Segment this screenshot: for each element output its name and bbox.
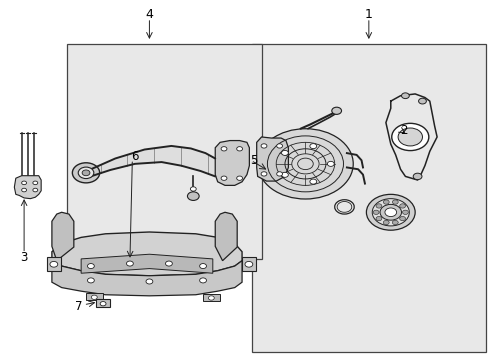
Circle shape bbox=[21, 181, 26, 185]
Polygon shape bbox=[52, 232, 242, 276]
Bar bbox=[47, 257, 61, 271]
Circle shape bbox=[366, 194, 414, 230]
Circle shape bbox=[412, 173, 421, 180]
Circle shape bbox=[391, 123, 428, 150]
Circle shape bbox=[281, 150, 288, 156]
Circle shape bbox=[327, 161, 333, 166]
Circle shape bbox=[397, 128, 422, 146]
Circle shape bbox=[165, 261, 172, 266]
Bar bbox=[203, 294, 220, 301]
Polygon shape bbox=[88, 146, 215, 177]
Polygon shape bbox=[215, 212, 237, 261]
Circle shape bbox=[375, 204, 381, 208]
Circle shape bbox=[383, 220, 388, 225]
Circle shape bbox=[384, 208, 396, 217]
Circle shape bbox=[221, 176, 226, 180]
Circle shape bbox=[78, 167, 94, 179]
Circle shape bbox=[401, 93, 408, 99]
Circle shape bbox=[261, 144, 266, 148]
Circle shape bbox=[418, 98, 426, 104]
Text: 2: 2 bbox=[400, 124, 407, 138]
Circle shape bbox=[82, 170, 90, 176]
Circle shape bbox=[100, 302, 106, 306]
Circle shape bbox=[187, 192, 199, 201]
Circle shape bbox=[257, 129, 352, 199]
Circle shape bbox=[276, 172, 282, 176]
Text: 7: 7 bbox=[75, 300, 82, 313]
Text: 3: 3 bbox=[20, 251, 28, 264]
Circle shape bbox=[50, 261, 58, 267]
Circle shape bbox=[399, 204, 405, 208]
Circle shape bbox=[199, 264, 206, 269]
Bar bbox=[66, 44, 261, 259]
Circle shape bbox=[236, 147, 242, 151]
Circle shape bbox=[371, 199, 408, 226]
Circle shape bbox=[391, 200, 397, 204]
Circle shape bbox=[331, 107, 341, 114]
Text: 5: 5 bbox=[250, 154, 257, 167]
Circle shape bbox=[190, 187, 196, 191]
Circle shape bbox=[126, 261, 133, 266]
Circle shape bbox=[281, 172, 288, 177]
Circle shape bbox=[33, 188, 38, 192]
Circle shape bbox=[372, 210, 378, 215]
Polygon shape bbox=[215, 140, 249, 185]
Circle shape bbox=[221, 147, 226, 151]
Circle shape bbox=[391, 220, 397, 225]
Circle shape bbox=[87, 278, 94, 283]
Circle shape bbox=[72, 163, 100, 183]
Circle shape bbox=[379, 204, 401, 220]
Circle shape bbox=[276, 144, 282, 148]
Circle shape bbox=[309, 179, 316, 184]
Circle shape bbox=[383, 200, 388, 204]
Circle shape bbox=[33, 181, 38, 185]
Circle shape bbox=[21, 188, 26, 192]
Circle shape bbox=[402, 210, 407, 215]
Circle shape bbox=[146, 279, 153, 284]
Polygon shape bbox=[14, 176, 41, 199]
Bar bbox=[251, 44, 485, 352]
Circle shape bbox=[399, 216, 405, 221]
Circle shape bbox=[236, 176, 242, 180]
Circle shape bbox=[208, 296, 214, 300]
Circle shape bbox=[261, 172, 266, 176]
Circle shape bbox=[91, 295, 97, 300]
Polygon shape bbox=[52, 212, 74, 261]
Bar bbox=[86, 293, 103, 300]
Circle shape bbox=[199, 278, 206, 283]
Text: 4: 4 bbox=[145, 8, 153, 21]
Text: 6: 6 bbox=[131, 150, 138, 163]
Polygon shape bbox=[81, 254, 212, 273]
Circle shape bbox=[309, 144, 316, 149]
Text: 1: 1 bbox=[364, 8, 372, 21]
Polygon shape bbox=[52, 261, 242, 296]
Circle shape bbox=[375, 216, 381, 221]
Polygon shape bbox=[256, 137, 288, 181]
Bar bbox=[96, 300, 110, 307]
Circle shape bbox=[244, 261, 252, 267]
Bar bbox=[242, 257, 255, 271]
Circle shape bbox=[87, 264, 94, 269]
